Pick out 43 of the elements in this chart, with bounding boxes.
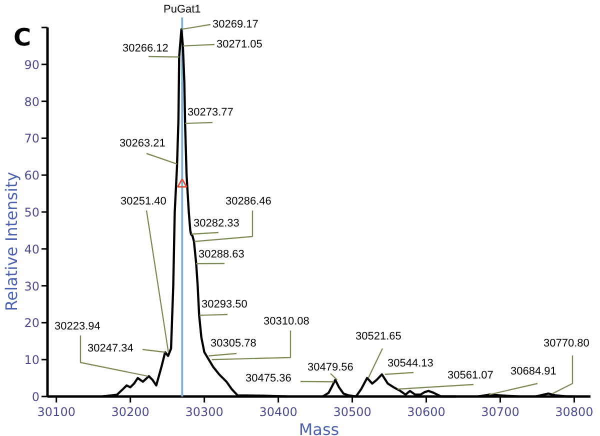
annotation: 30544.13 — [388, 358, 434, 370]
annotation: 30263.21 — [120, 138, 166, 150]
annotation: 30561.07 — [448, 370, 494, 382]
x-tick-label: 30600 — [407, 405, 446, 419]
x-tick-label: 30300 — [185, 405, 224, 419]
annotation: 30305.78 — [210, 338, 256, 350]
x-tick-label: 30500 — [333, 405, 372, 419]
y-tick-label: 0 — [32, 390, 40, 404]
annotation: 30273.77 — [188, 106, 234, 118]
annotation: 30521.65 — [356, 330, 402, 342]
y-tick-label: 60 — [24, 168, 40, 183]
y-tick-label: 80 — [24, 94, 40, 109]
annotation: 30247.34 — [88, 342, 134, 354]
x-tick-label: 30100 — [37, 405, 76, 419]
x-axis-title: Mass — [298, 420, 340, 436]
chart-title: C — [14, 24, 32, 52]
y-tick-label: 50 — [24, 206, 40, 220]
x-tick-label: 30800 — [555, 405, 594, 419]
y-tick-label: 30 — [24, 279, 40, 294]
y-axis-title: Relative Intensity — [2, 172, 21, 312]
x-tick-label: 30400 — [259, 405, 298, 419]
annotation: 30770.80 — [544, 338, 590, 350]
y-tick-label: 40 — [24, 242, 40, 256]
annotation: 30293.50 — [202, 298, 248, 310]
annotation: 30310.08 — [264, 316, 310, 328]
ref-line-label: PuGat1 — [163, 4, 201, 16]
annotation: 30269.17 — [212, 18, 258, 30]
annotation: 30271.05 — [216, 38, 262, 50]
annotation: 30286.46 — [226, 196, 272, 208]
annotation: 30684.91 — [510, 366, 556, 378]
annotation: 30475.36 — [246, 372, 292, 384]
x-tick-label: 30700 — [481, 405, 520, 419]
x-tick-label: 30200 — [111, 405, 150, 419]
annotation: 30282.33 — [194, 218, 240, 230]
y-tick-label: 70 — [24, 132, 40, 146]
annotation: 30251.40 — [120, 196, 166, 208]
y-tick-label: 20 — [24, 316, 40, 330]
annotation: 30479.56 — [308, 362, 354, 374]
annotation: 30266.12 — [122, 42, 168, 54]
y-tick-label: 90 — [24, 58, 40, 72]
annotation: 30288.63 — [198, 248, 244, 260]
y-tick-label: 10 — [24, 353, 40, 368]
annotation: 30223.94 — [54, 320, 100, 332]
